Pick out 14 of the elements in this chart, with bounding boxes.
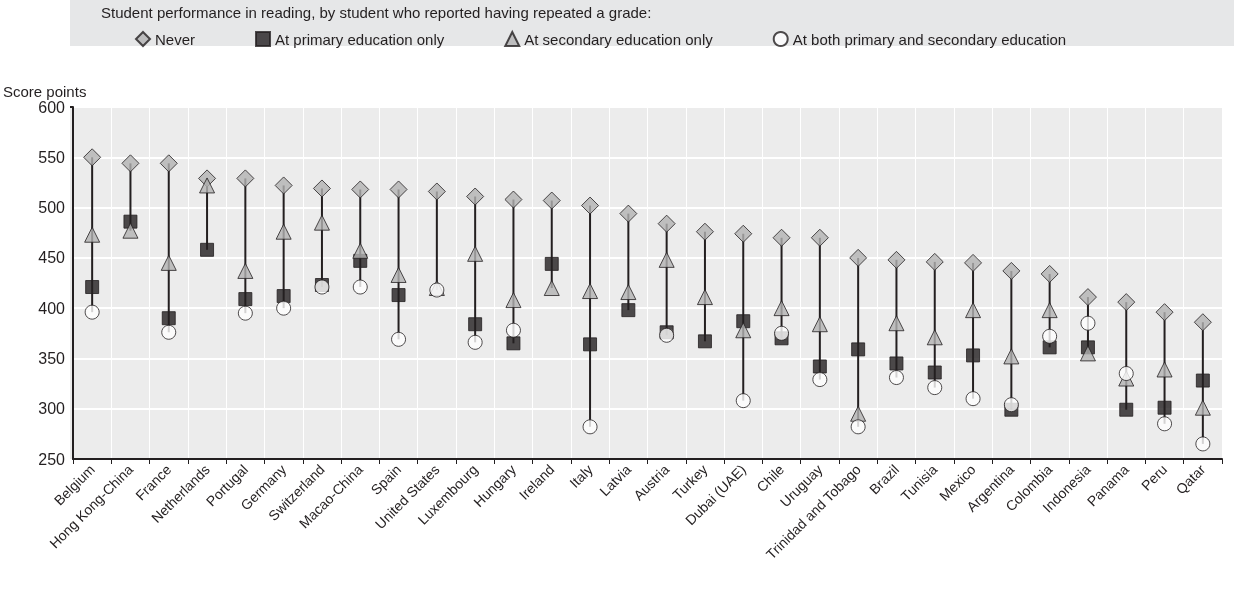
legend-label: At primary education only bbox=[275, 30, 445, 48]
y-tick-label: 500 bbox=[38, 199, 66, 217]
y-tick-label: 400 bbox=[38, 299, 66, 317]
legend-label: At secondary education only bbox=[524, 30, 714, 48]
legend-label: Never bbox=[155, 30, 196, 48]
y-tick-label: 300 bbox=[38, 400, 66, 418]
y-tick-label: 550 bbox=[38, 148, 66, 166]
y-tick-label: 250 bbox=[38, 450, 66, 468]
x-tick-label: Italy bbox=[566, 461, 596, 491]
y-tick-label: 450 bbox=[38, 249, 66, 267]
y-axis-title: Score points bbox=[3, 83, 87, 100]
legend-label: At both primary and secondary education bbox=[792, 30, 1067, 48]
y-tick-label: 350 bbox=[38, 349, 66, 367]
legend-title: Student performance in reading, by student who reported having repeated a grade: bbox=[101, 4, 652, 21]
